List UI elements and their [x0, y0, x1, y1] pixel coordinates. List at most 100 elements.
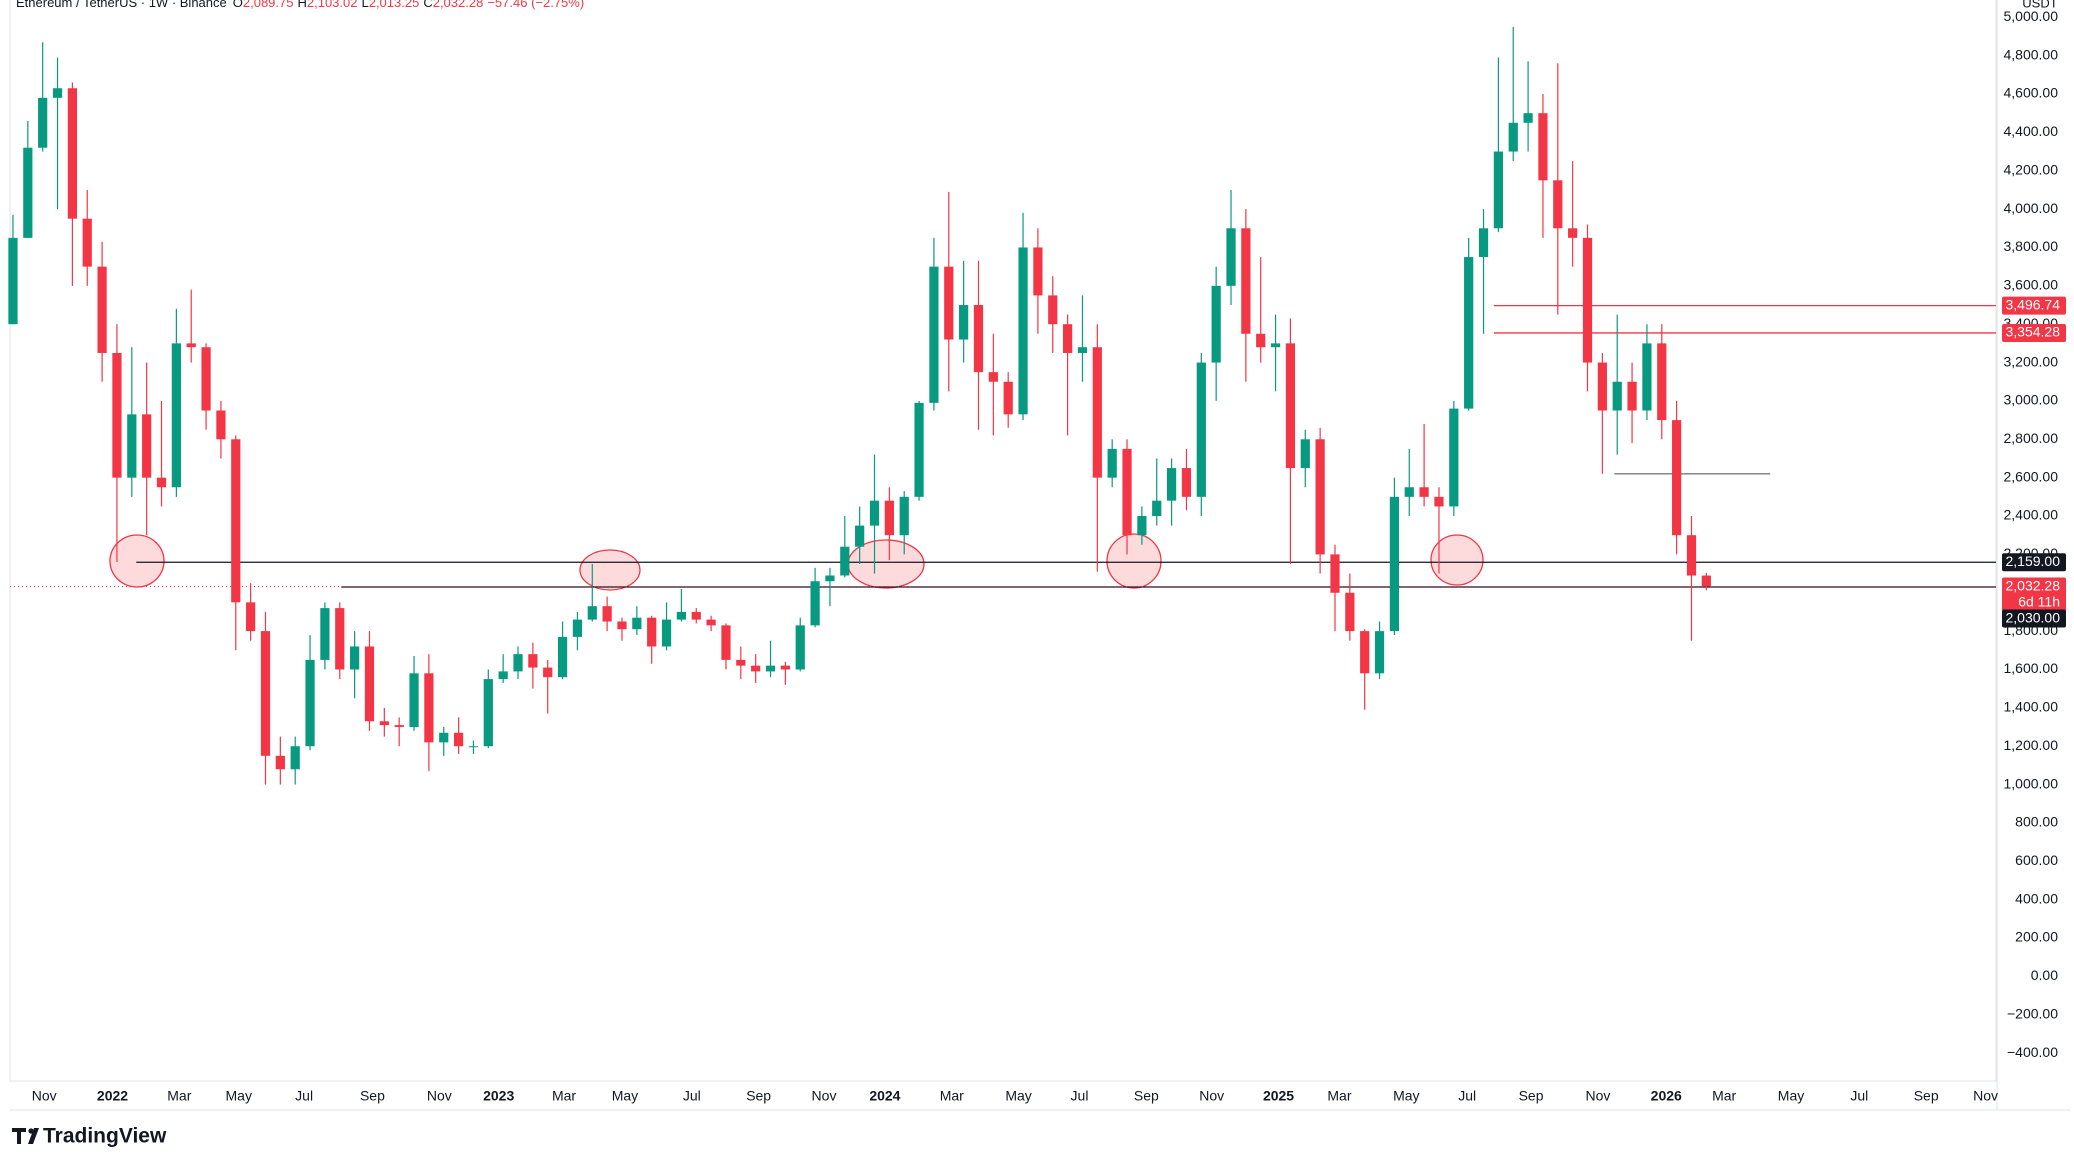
- candle-body: [1627, 381, 1637, 411]
- candle-body: [1478, 228, 1489, 258]
- y-tick-label: 4,600.00: [2004, 85, 2059, 101]
- x-tick-label: Nov: [1585, 1088, 1610, 1104]
- x-tick-label: May: [612, 1088, 638, 1104]
- candle-body: [1374, 631, 1385, 674]
- candle-body: [661, 619, 672, 647]
- candle-body: [513, 654, 523, 672]
- candle-body: [751, 665, 761, 672]
- candle-body: [869, 500, 880, 526]
- candle-body: [721, 625, 731, 660]
- highlight-ellipse: [1106, 533, 1162, 589]
- x-tick-label: May: [1778, 1088, 1804, 1104]
- x-tick-label: 2025: [1263, 1088, 1294, 1104]
- x-tick-label: 2026: [1651, 1088, 1682, 1104]
- x-tick-label: Nov: [32, 1088, 57, 1104]
- candle-body: [1270, 343, 1281, 348]
- logo-dot: [28, 1128, 34, 1134]
- candle-body: [973, 305, 984, 373]
- candle-body: [1285, 343, 1296, 469]
- plot-frame: [9, 0, 1997, 1082]
- candle-body: [260, 631, 271, 756]
- x-tick-label: 2024: [869, 1088, 900, 1104]
- candle-body: [825, 575, 835, 582]
- candle-body: [929, 266, 939, 403]
- x-tick-label: Sep: [360, 1088, 385, 1104]
- candle-body: [1657, 343, 1667, 421]
- candle-body: [647, 617, 657, 647]
- candle-body: [52, 88, 63, 98]
- candle-body: [1686, 535, 1697, 576]
- ohlc-value: 2,103.02: [307, 0, 358, 10]
- y-tick-label: 400.00: [2015, 890, 2058, 906]
- candle-body: [1122, 448, 1132, 536]
- candle-body: [959, 305, 969, 340]
- x-tick-label: Mar: [940, 1088, 964, 1104]
- candle-body: [1449, 408, 1459, 507]
- candle-body: [275, 755, 285, 770]
- price-label-bg: [2002, 296, 2066, 315]
- candle-body: [1553, 180, 1563, 229]
- price-label: 2,159.00: [2006, 553, 2061, 569]
- x-tick-label: Mar: [1712, 1088, 1736, 1104]
- y-tick-label: 0.00: [2031, 967, 2058, 983]
- candle-body: [884, 500, 894, 536]
- candle-body: [914, 402, 924, 497]
- candle-body: [186, 343, 196, 348]
- candle-body: [498, 671, 508, 680]
- y-tick-label: −200.00: [2007, 1005, 2058, 1021]
- brand-logo: TradingView: [12, 1125, 167, 1148]
- candle-body: [1003, 381, 1013, 415]
- candle-body: [1092, 347, 1102, 478]
- candle-body: [1315, 439, 1325, 555]
- y-tick-label: 2,600.00: [2004, 468, 2059, 484]
- candle-body: [409, 673, 419, 728]
- candle-body: [305, 659, 315, 747]
- candle-body: [216, 410, 226, 440]
- x-tick-label: Mar: [1327, 1088, 1351, 1104]
- candle-body: [1345, 592, 1355, 632]
- candle-body: [1612, 381, 1622, 411]
- candle-body: [379, 721, 389, 726]
- candle-body: [572, 619, 583, 637]
- candle-body: [1597, 362, 1607, 411]
- candle-body: [1434, 496, 1444, 507]
- candle-body: [1107, 448, 1117, 478]
- candle-body: [1360, 631, 1370, 674]
- y-tick-label: 800.00: [2015, 814, 2058, 830]
- candle-body: [1389, 496, 1400, 632]
- candle-body: [1404, 487, 1414, 497]
- x-tick-label: Jul: [683, 1088, 701, 1104]
- y-tick-label: 3,000.00: [2004, 392, 2059, 408]
- price-label: 3,354.28: [2006, 324, 2061, 340]
- x-tick-label: Jul: [1850, 1088, 1868, 1104]
- candle-body: [617, 621, 627, 630]
- y-tick-label: 4,000.00: [2004, 200, 2059, 216]
- candle-body: [320, 608, 330, 660]
- y-tick-label: 3,800.00: [2004, 238, 2059, 254]
- logo-mark: [12, 1128, 39, 1144]
- candle-body: [364, 646, 375, 722]
- price-label-bg: [2002, 553, 2066, 572]
- y-tick-label: 5,000.00: [2004, 8, 2059, 24]
- candle-body: [201, 347, 211, 411]
- ohlc-key: H: [297, 0, 306, 10]
- y-tick-label: 4,200.00: [2004, 161, 2059, 177]
- ohlc-key: O: [233, 0, 243, 10]
- ohlc-value: 2,089.75: [243, 0, 294, 10]
- candle-body: [483, 679, 493, 747]
- candle-body: [38, 97, 48, 148]
- x-tick-label: Jul: [295, 1088, 313, 1104]
- y-tick-label: 1,000.00: [2004, 775, 2059, 791]
- candle-body: [1672, 420, 1682, 536]
- candle-body: [335, 608, 345, 670]
- candle-body: [1582, 237, 1593, 363]
- price-label-bg: [2002, 609, 2066, 628]
- ohlc-key: L: [361, 0, 368, 10]
- candle-body: [171, 343, 181, 488]
- candle-body: [8, 237, 18, 325]
- x-tick-label: 2022: [97, 1088, 128, 1104]
- candle-body: [1642, 343, 1652, 411]
